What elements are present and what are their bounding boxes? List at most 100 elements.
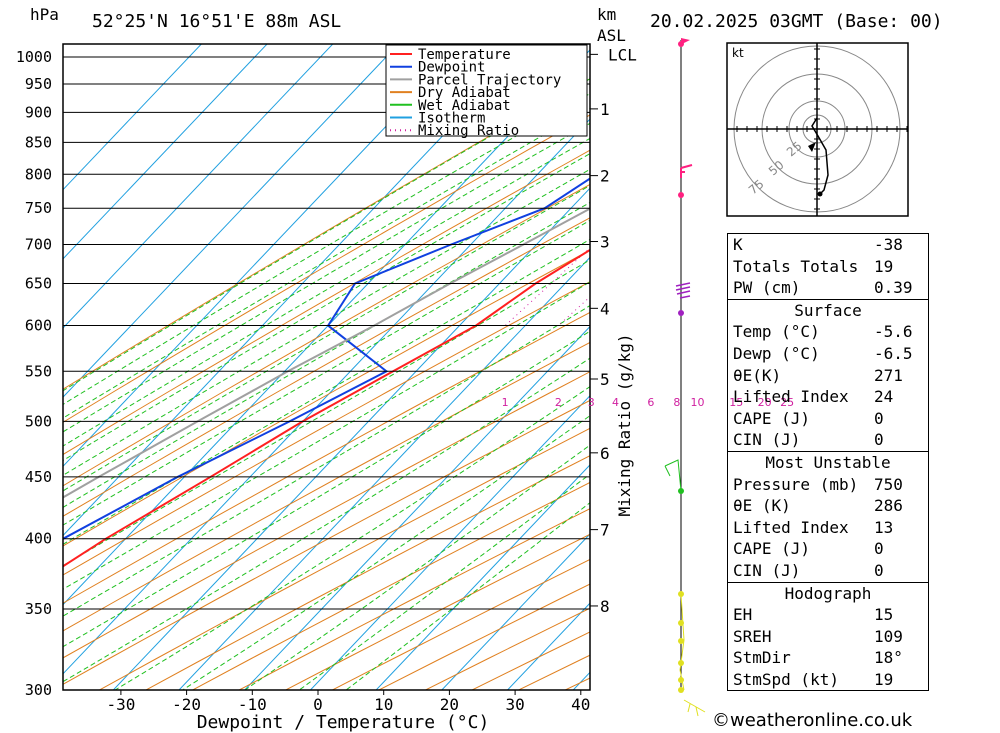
isotherm-line: [178, 256, 590, 690]
totals-value: 19: [874, 256, 894, 276]
legend-entry-label: Isotherm: [418, 111, 485, 127]
pressure-tick-label: 350: [25, 600, 52, 618]
totals-label: Totals Totals: [733, 256, 859, 276]
hodograph-inner: [727, 43, 908, 216]
mu-cape-label: CAPE (J): [733, 539, 811, 559]
mu-cin-label: CIN (J): [733, 560, 801, 580]
wind-level-marker: [678, 677, 684, 683]
forecast-datetime: 20.02.2025 03GMT (Base: 00): [650, 11, 943, 32]
mu-cape-value: 0: [874, 539, 884, 559]
pressure-tick-label: 400: [25, 530, 52, 548]
dry-adiabat-line: [63, 281, 590, 576]
x-tick-label: -30: [106, 695, 135, 714]
mixing-ratio-value-label: 25: [780, 396, 794, 409]
mixing-ratio-value-label: 6: [647, 396, 654, 409]
pressure-tick-label: 1000: [16, 48, 52, 66]
km-tick-label: 2: [600, 167, 610, 186]
wind-profile-line: [679, 593, 685, 691]
km-tick-label: 7: [600, 521, 610, 540]
eh-value: 15: [874, 605, 894, 625]
stmspd-value: 19: [874, 669, 894, 689]
storm-motion-marker: [808, 142, 816, 152]
surface-theta-label: θE(K): [733, 365, 782, 385]
x-tick-label: -10: [238, 695, 267, 714]
pressure-tick-label: 600: [25, 317, 52, 335]
stmspd-label: StmSpd (kt): [733, 669, 839, 689]
dry-adiabat-line: [63, 183, 590, 487]
mu-li-value: 13: [874, 517, 894, 537]
mixing-ratio-value-label: 10: [691, 396, 705, 409]
wind-barb: [664, 459, 682, 492]
legend-entry-label: Dewpoint: [418, 60, 485, 76]
dry-adiabat-line: [63, 217, 590, 517]
pressure-tick-label: 900: [25, 103, 52, 121]
mu-pressure-value: 750: [874, 474, 903, 494]
mu-theta-label: θE (K): [733, 496, 791, 516]
pw-value: 0.39: [874, 278, 913, 298]
isotherm-line: [244, 325, 590, 690]
wind-level-marker: [678, 310, 684, 316]
wet-adiabat-line: [345, 502, 590, 690]
surface-li-label: Lifted Index: [733, 387, 849, 407]
x-tick-label: 20: [440, 695, 459, 714]
isotherm-line: [506, 602, 590, 690]
wet-adiabat-line: [63, 219, 590, 526]
station-location: 52°25'N 16°51'E 88m ASL: [92, 11, 342, 32]
isotherm-line: [63, 118, 590, 675]
wet-adiabat-line: [63, 168, 590, 476]
pressure-tick-label: 750: [25, 199, 52, 217]
dry-adiabat-line: [191, 481, 590, 690]
wind-barb: [680, 164, 693, 178]
x-tick-label: 10: [374, 695, 393, 714]
surface-cin-value: 0: [874, 430, 884, 450]
wet-adiabat-line: [63, 330, 590, 648]
x-tick-label: 30: [505, 695, 524, 714]
wind-barb: [683, 699, 706, 717]
isotherm-line: [375, 464, 590, 690]
mu-title: Most Unstable: [765, 452, 891, 472]
mixing-ratio-value-label: 4: [612, 396, 619, 409]
copyright-link[interactable]: ©weatheronline.co.uk: [712, 710, 913, 731]
dry-adiabat-line: [63, 311, 590, 604]
dry-adiabat-line: [144, 455, 590, 690]
wet-adiabat-line: [181, 415, 590, 690]
x-axis-label: Dewpoint / Temperature (°C): [197, 712, 490, 733]
isotherm-line: [309, 394, 590, 690]
surface-temp-label: Temp (°C): [733, 322, 820, 342]
mixing-ratio-value-label: 1: [502, 396, 509, 409]
mu-li-label: Lifted Index: [733, 517, 849, 537]
pressure-tick-label: 550: [25, 362, 52, 380]
surface-cape-label: CAPE (J): [733, 408, 811, 428]
surface-title: Surface: [794, 300, 862, 320]
surface-cape-value: 0: [874, 408, 884, 428]
pressure-tick-label: 500: [25, 412, 52, 430]
indices-table: K -38 Totals Totals 19 PW (cm) 0.39 Surface…: [727, 233, 929, 692]
dry-adiabat-line: [63, 399, 590, 685]
pressure-tick-label: 850: [25, 133, 52, 151]
km-tick-label: 4: [600, 299, 610, 318]
mixing-ratio-value-label: 20: [758, 396, 772, 409]
legend-box: [385, 44, 588, 137]
pressure-unit-label: hPa: [30, 5, 59, 24]
pw-label: PW (cm): [733, 278, 801, 298]
wind-level-marker: [678, 192, 684, 198]
eh-label: EH: [733, 605, 753, 625]
wet-adiabat-line: [63, 357, 590, 683]
wet-adiabat-line: [63, 122, 590, 433]
mixing-ratio-value-label: 3: [588, 396, 595, 409]
surface-dewp-value: -6.5: [874, 343, 913, 363]
plot-frame: [62, 43, 591, 691]
surface-temp-value: -5.6: [874, 322, 913, 342]
km-tick-label: 1: [600, 100, 610, 119]
pressure-tick-label: 950: [25, 75, 52, 93]
wet-adiabat-line: [63, 238, 590, 545]
isotherm-line: [63, 44, 203, 191]
surface-cin-label: CIN (J): [733, 430, 801, 450]
mu-cin-value: 0: [874, 560, 884, 580]
wet-adiabat-line: [244, 444, 590, 690]
x-tick-label: 40: [571, 695, 590, 714]
hodograph-trace: [811, 117, 829, 195]
isotherm-line: [63, 44, 465, 468]
legend-entry-label: Temperature: [418, 47, 511, 63]
